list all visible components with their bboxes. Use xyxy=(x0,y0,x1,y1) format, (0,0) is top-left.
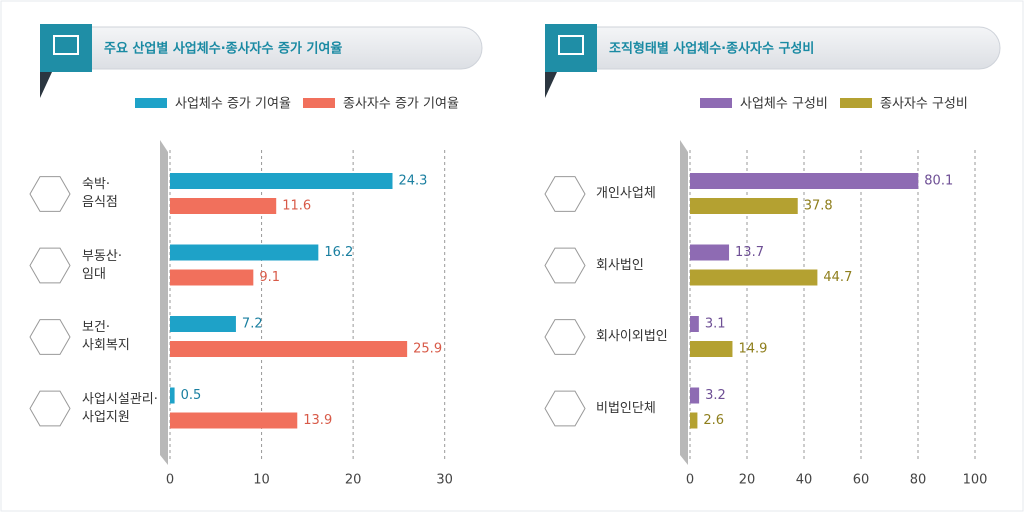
value-label: 2.6 xyxy=(703,413,724,428)
category-icon xyxy=(544,247,586,284)
category-icon xyxy=(29,247,71,284)
title-icon-box xyxy=(545,24,597,72)
value-label: 25.9 xyxy=(413,342,442,357)
category-icon xyxy=(544,319,586,355)
x-tick-label: 0 xyxy=(166,473,174,488)
category-icon xyxy=(29,390,71,427)
category-label: 부동산· 임대 xyxy=(82,248,123,282)
category-label: 비법인단체 xyxy=(596,400,656,416)
title-icon xyxy=(558,35,584,55)
bar xyxy=(170,173,393,189)
category-label: 보건· 사회복지 xyxy=(82,320,130,353)
category-label: 개인사업체 xyxy=(596,186,656,201)
bar xyxy=(170,387,175,404)
category-icon xyxy=(544,390,586,427)
value-label: 9.1 xyxy=(259,270,280,285)
bar xyxy=(690,269,818,286)
title-icon-box xyxy=(40,24,92,72)
bar xyxy=(690,412,698,429)
category-label: 사업시설관리· 사업지원 xyxy=(82,391,158,425)
bar xyxy=(690,244,730,261)
value-label: 0.5 xyxy=(181,388,202,403)
title-icon-tab xyxy=(40,72,52,98)
x-tick-label: 20 xyxy=(345,473,362,488)
legend-swatch xyxy=(840,98,872,108)
bar xyxy=(690,198,798,214)
axis-wedge xyxy=(160,140,168,465)
category-icon xyxy=(29,176,71,212)
x-tick-label: 40 xyxy=(796,473,813,488)
category-icon xyxy=(29,319,71,355)
axis-wedge xyxy=(680,140,688,465)
value-label: 24.3 xyxy=(398,174,427,189)
x-tick-label: 100 xyxy=(963,473,988,488)
bar xyxy=(170,198,277,214)
bar xyxy=(690,341,733,357)
category-label: 회사법인 xyxy=(596,257,644,273)
category-icon xyxy=(544,176,586,212)
value-label: 3.2 xyxy=(705,388,726,403)
legend-label: 종사자수 증가 기여율 xyxy=(343,97,459,112)
legend-label: 사업체수 증가 기여율 xyxy=(175,97,291,112)
legend-swatch xyxy=(135,98,167,108)
legend-swatch xyxy=(700,98,732,108)
x-tick-label: 0 xyxy=(686,473,694,488)
legend-label: 종사자수 구성비 xyxy=(880,97,968,112)
value-label: 13.9 xyxy=(303,413,332,428)
bar xyxy=(170,341,408,357)
x-tick-label: 80 xyxy=(910,473,927,488)
value-label: 7.2 xyxy=(242,317,263,332)
value-label: 14.9 xyxy=(738,342,767,357)
value-label: 13.7 xyxy=(735,245,764,260)
title-icon-tab xyxy=(545,72,557,98)
chart-title: 주요 산업별 사업체수·종사자수 증가 기여율 xyxy=(104,41,342,57)
title-icon xyxy=(53,35,79,55)
legend-swatch xyxy=(303,98,335,108)
value-label: 80.1 xyxy=(924,174,953,189)
value-label: 16.2 xyxy=(324,245,353,260)
bar xyxy=(690,316,699,332)
legend-label: 사업체수 구성비 xyxy=(740,97,828,112)
value-label: 3.1 xyxy=(705,317,726,332)
category-label: 회사이외법인 xyxy=(596,329,668,344)
bar xyxy=(690,173,919,189)
bar xyxy=(170,269,254,286)
value-label: 37.8 xyxy=(804,199,833,214)
chart-title: 조직형태별 사업체수·종사자수 구성비 xyxy=(609,41,814,57)
bar xyxy=(170,244,319,261)
x-tick-label: 20 xyxy=(739,473,756,488)
value-label: 11.6 xyxy=(282,199,311,214)
bar xyxy=(170,412,298,429)
bar xyxy=(690,387,700,404)
x-tick-label: 30 xyxy=(436,473,453,488)
category-label: 숙박· 음식점 xyxy=(82,177,118,210)
value-label: 44.7 xyxy=(823,270,852,285)
bar xyxy=(170,316,236,332)
x-tick-label: 60 xyxy=(853,473,870,488)
x-tick-label: 10 xyxy=(253,473,270,488)
